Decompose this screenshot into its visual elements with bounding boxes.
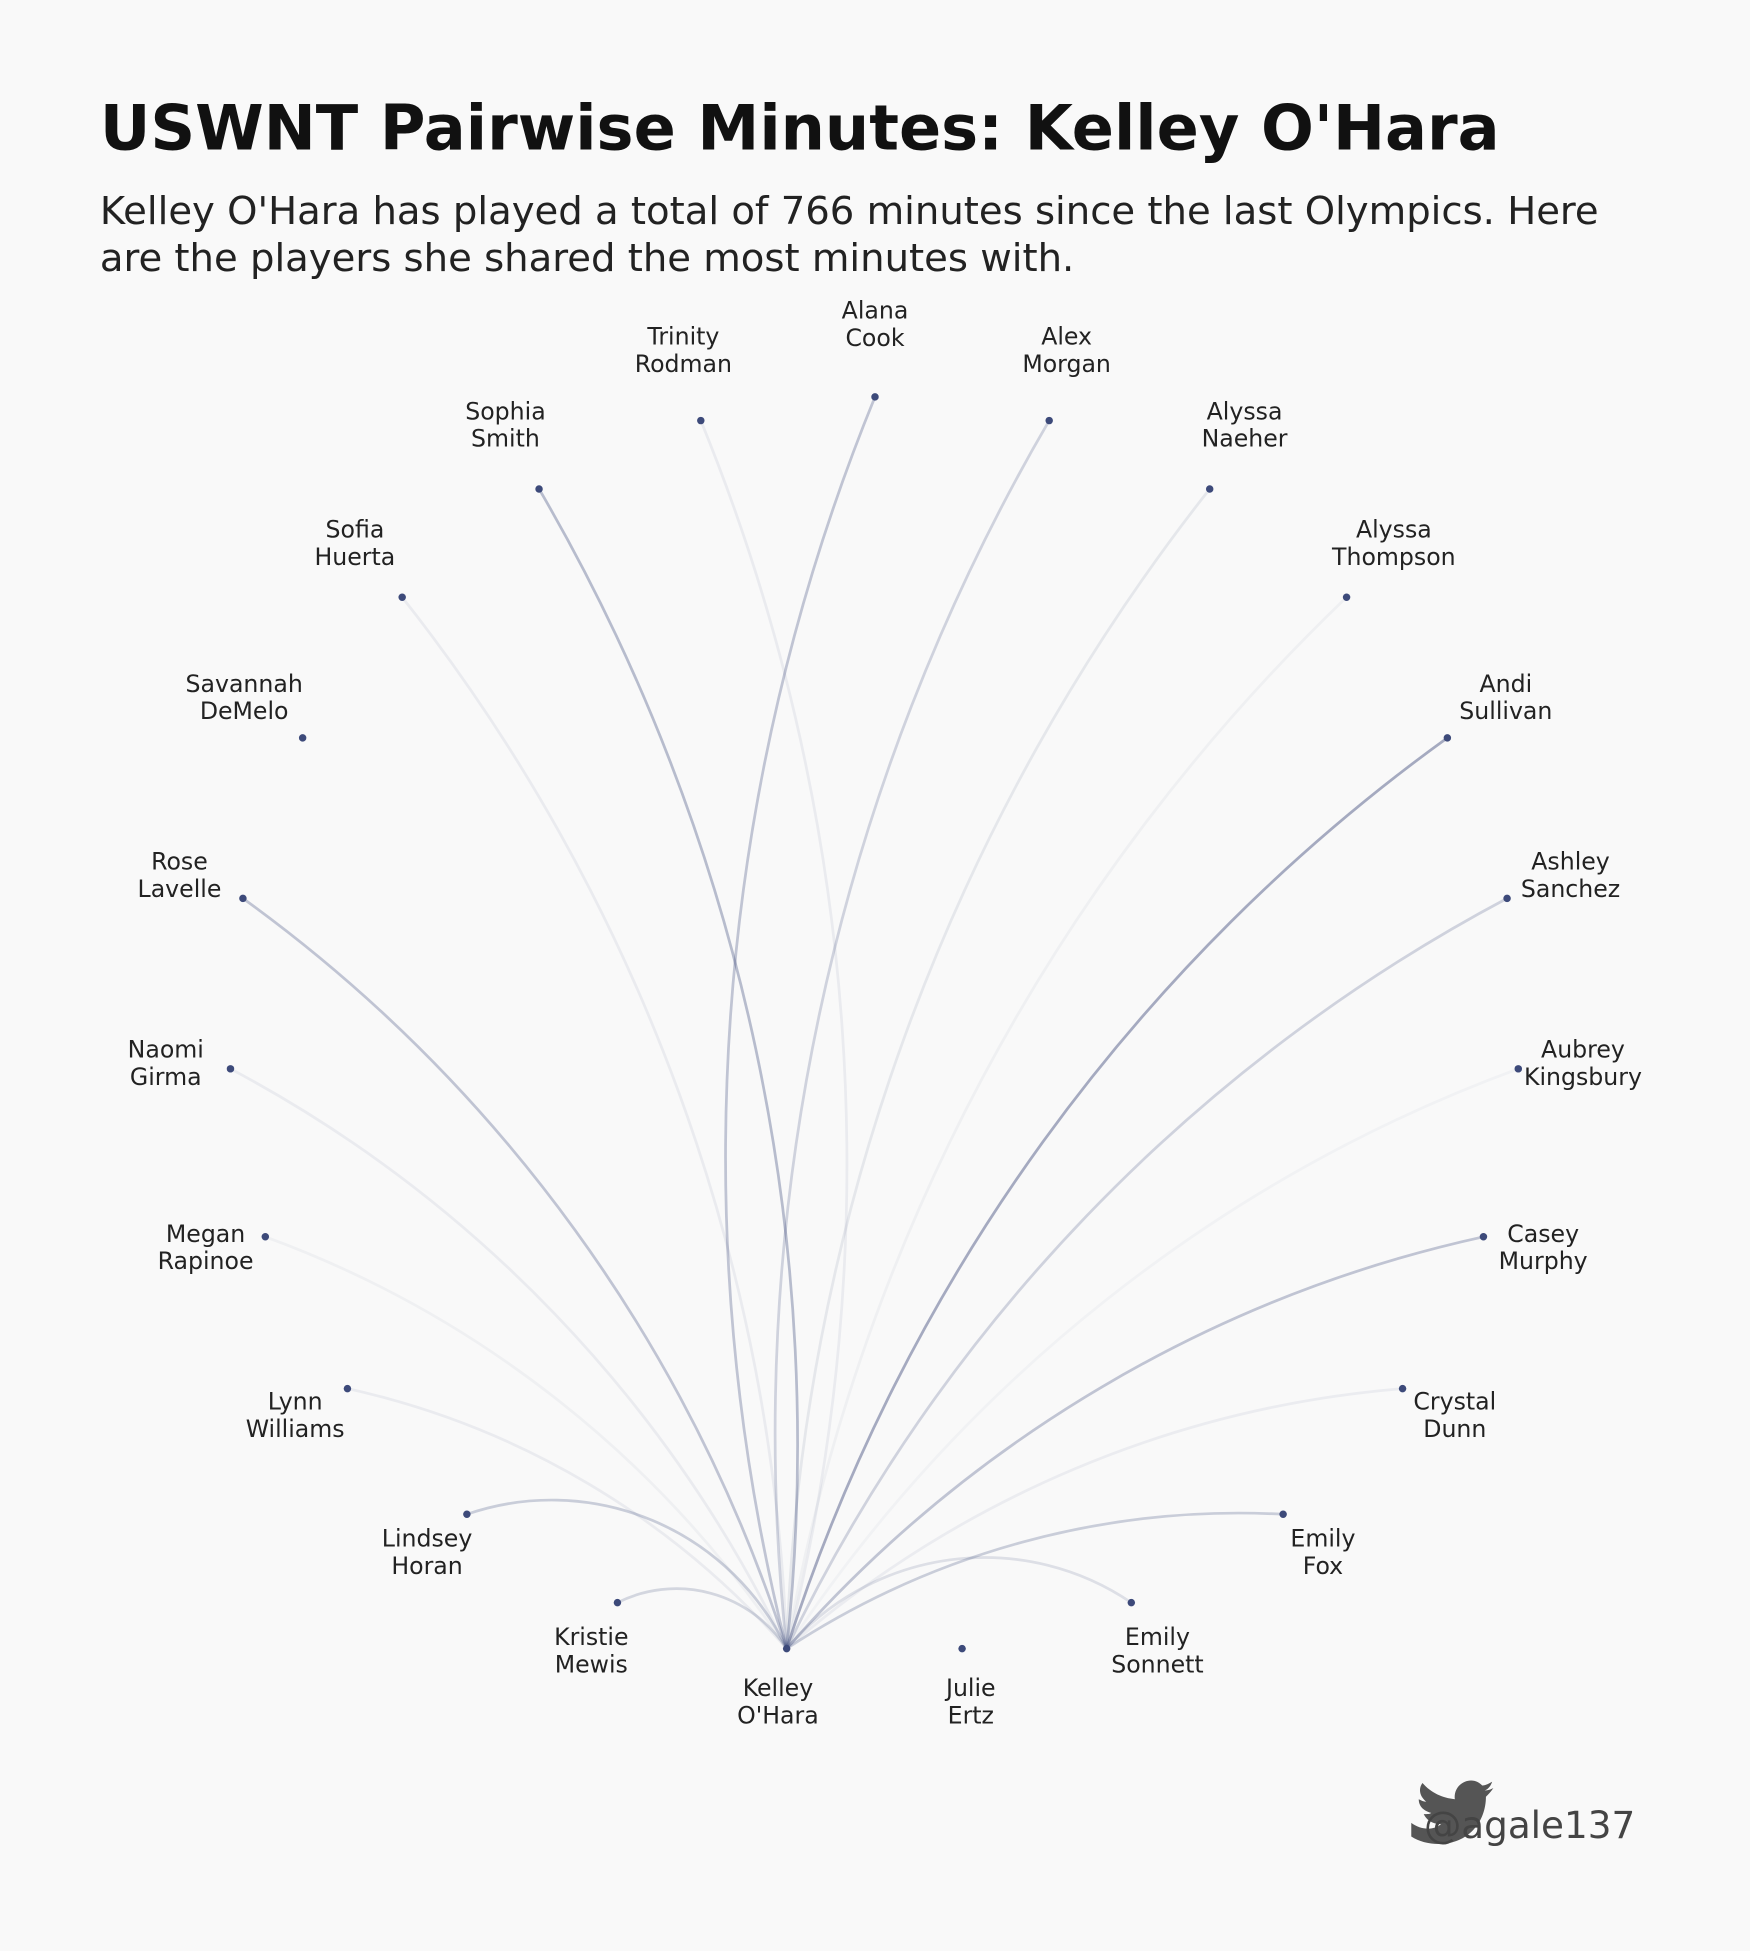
- subtitle-line: Kelley O'Hara has played a total of 766 …: [100, 189, 1599, 234]
- node-dot: [1205, 485, 1214, 493]
- edge: [264, 1235, 788, 1650]
- node-label: DeMelo: [200, 697, 289, 725]
- node-label: Murphy: [1499, 1247, 1588, 1275]
- node-dot: [1503, 894, 1511, 903]
- node-label: Rapinoe: [158, 1247, 254, 1275]
- node-label: Rose: [151, 848, 208, 876]
- subtitle-line: are the players she shared the most minu…: [100, 236, 1074, 281]
- edge: [401, 596, 789, 1649]
- edge: [699, 420, 849, 1649]
- edge: [785, 488, 1211, 1649]
- node-dot: [1443, 734, 1452, 742]
- node-dot: [1398, 1384, 1407, 1393]
- node-dot: [871, 393, 879, 401]
- edge: [785, 1235, 1484, 1650]
- node-label: Sullivan: [1459, 697, 1552, 725]
- node-dot: [697, 416, 705, 425]
- node-label: Lindsey: [382, 1525, 473, 1553]
- node-label: Emily: [1290, 1525, 1355, 1553]
- node-dot: [613, 1598, 622, 1607]
- edge: [785, 1067, 1519, 1650]
- node-label: Julie: [944, 1674, 996, 1702]
- nodes: KelleyO'HaraJulieErtzEmilySonnettEmilyFo…: [128, 297, 1642, 1730]
- node-label: Lavelle: [138, 875, 222, 903]
- node-dot: [1045, 416, 1053, 425]
- node-label: Andi: [1479, 670, 1532, 698]
- node-label: Aubrey: [1541, 1036, 1625, 1064]
- node-dot: [782, 1644, 791, 1653]
- edge: [466, 1498, 788, 1650]
- node-label: Dunn: [1423, 1415, 1486, 1443]
- node-label: Megan: [166, 1220, 245, 1248]
- node-label: Emily: [1125, 1623, 1190, 1651]
- edge: [785, 1511, 1284, 1650]
- twitter-icon: [1411, 1780, 1494, 1844]
- edge: [242, 897, 788, 1650]
- node-label: Girma: [130, 1063, 202, 1091]
- node-label: Kelley: [743, 1674, 814, 1702]
- node-label: O'Hara: [737, 1701, 819, 1729]
- node-label: Sophia: [465, 397, 545, 425]
- node-dot: [1342, 593, 1351, 601]
- node-dot: [1127, 1598, 1136, 1607]
- node-label: Crystal: [1413, 1388, 1496, 1416]
- node-label: Ashley: [1531, 848, 1610, 876]
- node-dot: [398, 593, 406, 601]
- node-label: Williams: [246, 1415, 345, 1443]
- node-label: Sanchez: [1521, 875, 1620, 903]
- edge: [724, 396, 877, 1649]
- edge: [785, 1556, 1133, 1650]
- node-label: Smith: [471, 425, 540, 453]
- node-label: Casey: [1507, 1220, 1579, 1248]
- node-label: Thompson: [1331, 543, 1456, 571]
- credit: @agale137: [1424, 1803, 1635, 1847]
- node-label: Kingsbury: [1524, 1063, 1642, 1091]
- edge: [537, 488, 799, 1649]
- node-label: Naeher: [1202, 425, 1288, 453]
- node-dot: [958, 1644, 966, 1653]
- node-label: Alyssa: [1356, 516, 1432, 544]
- node-dot: [1479, 1233, 1488, 1241]
- edge: [347, 1387, 788, 1650]
- node-label: Sofia: [325, 516, 384, 544]
- node-label: Cook: [845, 324, 904, 352]
- node-dot: [261, 1233, 270, 1241]
- node-dot: [1514, 1065, 1523, 1073]
- node-label: Mewis: [555, 1650, 628, 1678]
- edge: [785, 897, 1508, 1650]
- node-dot: [463, 1510, 471, 1518]
- edge: [616, 1587, 788, 1650]
- node-dot: [239, 894, 247, 903]
- edge: [785, 596, 1348, 1649]
- edge: [229, 1067, 788, 1650]
- node-label: Huerta: [315, 543, 396, 571]
- node-dot: [535, 485, 543, 493]
- node-dot: [343, 1384, 352, 1393]
- node-dot: [226, 1065, 235, 1073]
- node-label: Alex: [1041, 323, 1092, 351]
- title: USWNT Pairwise Minutes: Kelley O'Hara: [100, 91, 1500, 164]
- node-label: Rodman: [635, 350, 732, 378]
- node-label: Sonnett: [1111, 1650, 1203, 1678]
- edges: [229, 396, 1519, 1650]
- node-label: Alana: [842, 297, 909, 325]
- node-label: Naomi: [128, 1036, 204, 1064]
- node-label: Horan: [391, 1552, 462, 1580]
- node-label: Morgan: [1022, 350, 1111, 378]
- node-label: Alyssa: [1207, 397, 1283, 425]
- node-dot: [1279, 1510, 1287, 1518]
- edge: [785, 1387, 1403, 1650]
- node-label: Ertz: [948, 1701, 994, 1729]
- node-label: Savannah: [185, 670, 302, 698]
- node-label: Kristie: [554, 1623, 628, 1651]
- subtitle: Kelley O'Hara has played a total of 766 …: [100, 189, 1599, 281]
- node-label: Trinity: [646, 323, 719, 351]
- node-label: Fox: [1303, 1552, 1343, 1580]
- node-label: Lynn: [268, 1388, 323, 1416]
- edge: [785, 736, 1449, 1650]
- edge: [773, 419, 1051, 1649]
- node-dot: [298, 734, 307, 742]
